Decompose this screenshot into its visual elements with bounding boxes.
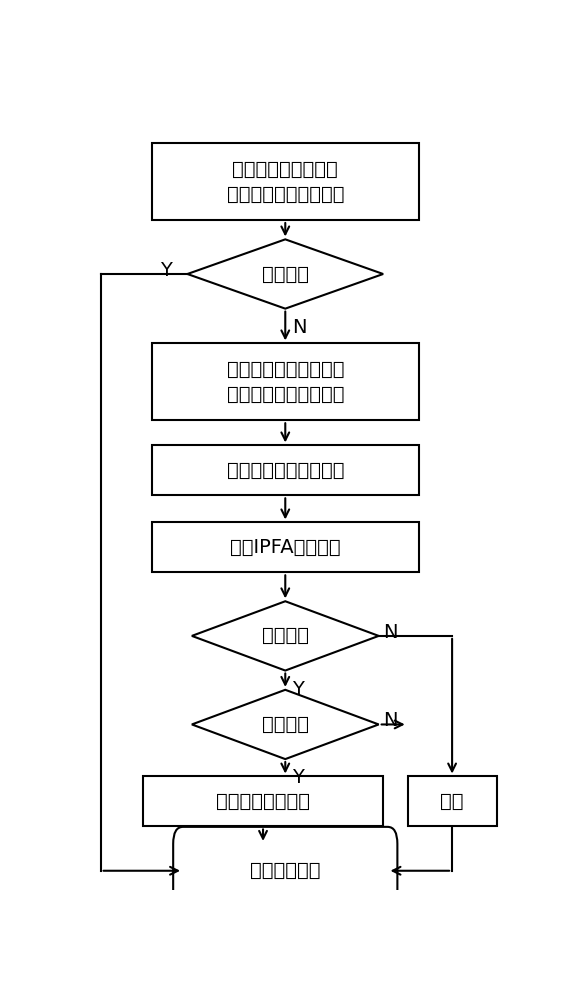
Bar <box>152 522 419 572</box>
Polygon shape <box>192 690 379 759</box>
Text: 获取集群区域内风电场
和汇集站无功可调范围: 获取集群区域内风电场 和汇集站无功可调范围 <box>227 360 344 404</box>
Bar <box>152 445 419 495</box>
Text: 控制策略下发执行: 控制策略下发执行 <box>216 792 310 811</box>
Polygon shape <box>187 239 383 309</box>
FancyBboxPatch shape <box>173 827 397 915</box>
Text: 算法收敛: 算法收敛 <box>262 626 309 645</box>
Text: N: N <box>383 623 398 642</box>
Text: Y: Y <box>160 261 172 280</box>
Polygon shape <box>192 601 379 671</box>
Text: 获取风电场集群区域
中枢节点电压控制指令: 获取风电场集群区域 中枢节点电压控制指令 <box>227 160 344 204</box>
Text: 数据合理: 数据合理 <box>262 715 309 734</box>
Text: N: N <box>292 318 307 337</box>
Text: 调用IPFA算法求解: 调用IPFA算法求解 <box>230 538 340 557</box>
Bar <box>143 776 383 826</box>
Text: N: N <box>383 711 398 730</box>
Bar <box>408 776 497 826</box>
Text: Y: Y <box>292 768 304 787</box>
Text: Y: Y <box>292 680 304 699</box>
Bar <box>152 143 419 220</box>
Text: 报警: 报警 <box>440 792 464 811</box>
Text: 建立无功电压控制模型: 建立无功电压控制模型 <box>227 461 344 480</box>
Text: 本次控制结束: 本次控制结束 <box>250 861 320 880</box>
Text: 控制死区: 控制死区 <box>262 264 309 284</box>
Bar <box>152 343 419 420</box>
